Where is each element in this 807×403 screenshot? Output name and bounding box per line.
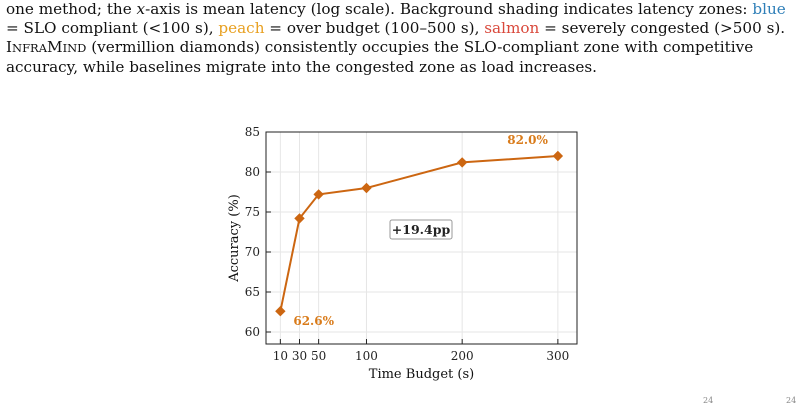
caption-x-var: x <box>136 0 146 18</box>
series-line <box>279 155 558 312</box>
method-name-part-4: IND <box>62 41 87 55</box>
figure-caption: one method; the x-axis is mean latency (… <box>6 0 802 77</box>
caption-line-4: accuracy, while baselines migrate into t… <box>6 58 802 77</box>
caption-text-2b: = over budget (100–500 s), <box>264 19 485 37</box>
plot-frame <box>265 131 578 345</box>
caption-blue-word: blue <box>752 0 786 18</box>
x-tick-label: 50 <box>311 349 326 363</box>
caption-line-1: one method; the x-axis is mean latency (… <box>6 0 802 19</box>
y-tick-label: 85 <box>245 125 260 139</box>
data-point-diamond <box>313 189 324 200</box>
x-tick-label: 200 <box>451 349 474 363</box>
caption-peach-word: peach <box>218 19 265 37</box>
data-point-diamond <box>275 306 286 317</box>
caption-text-1: one method; the <box>6 0 137 18</box>
caption-text-1b: -axis is mean latency (log scale). Backg… <box>145 0 753 18</box>
footer-number-right: 24 <box>786 396 796 403</box>
markers-layer <box>275 150 564 317</box>
data-point-diamond <box>456 157 468 168</box>
caption-text-2c: = severely congested (>500 s). <box>539 19 786 37</box>
caption-text-4: accuracy, while baselines migrate into t… <box>6 58 597 76</box>
y-tick-label: 60 <box>245 325 260 339</box>
caption-text-2a: = SLO compliant (<100 s), <box>6 19 219 37</box>
last-point-label: 82.0% <box>507 133 548 147</box>
method-name-part-3: M <box>47 38 63 56</box>
x-axis-label: Time Budget (s) <box>369 367 474 382</box>
x-tick-label: 10 <box>273 349 288 363</box>
y-tick-label: 65 <box>245 285 260 299</box>
x-tick-label: 100 <box>355 349 378 363</box>
method-name-part-1: I <box>6 38 12 56</box>
y-tick-label: 75 <box>245 205 260 219</box>
y-axis-label: Accuracy (%) <box>227 194 242 283</box>
caption-salmon-word: salmon <box>484 19 540 37</box>
caption-line-2: = SLO compliant (<100 s), peach = over b… <box>6 19 802 38</box>
grid-layer <box>266 131 577 344</box>
x-tick-label: 300 <box>546 349 569 363</box>
caption-text-3: (vermillion diamonds) consistently occup… <box>86 38 754 56</box>
footer-number-left: 24 <box>703 396 713 403</box>
data-point-diamond <box>294 213 305 224</box>
y-tick-label: 80 <box>245 165 260 179</box>
x-tick-label: 30 <box>292 349 307 363</box>
data-point-diamond <box>552 150 564 162</box>
caption-line-3: INFRAMIND (vermillion diamonds) consiste… <box>6 38 802 58</box>
first-point-label: 62.6% <box>293 314 334 328</box>
ticks-layer: 60 65 70 75 80 85 10 30 50 100 200 300 <box>245 125 570 363</box>
gain-box <box>389 219 453 240</box>
y-tick-label: 70 <box>245 245 260 259</box>
gain-label: +19.4pp <box>392 222 451 237</box>
data-point-diamond <box>361 182 372 194</box>
method-name-part-2: NFRA <box>12 41 48 55</box>
